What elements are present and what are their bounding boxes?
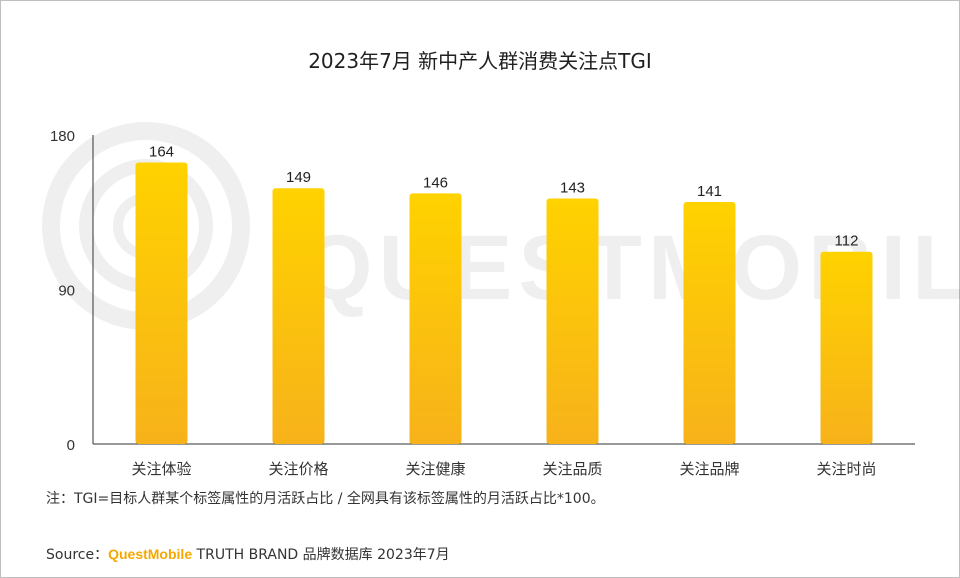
x-category-label: 关注品牌 bbox=[679, 460, 739, 478]
bar-value-label: 149 bbox=[286, 169, 311, 186]
y-tick-label: 0 bbox=[67, 437, 75, 454]
y-tick-label: 180 bbox=[50, 128, 75, 145]
bar-chart: 0 90 180 164 关注体验 149 关注价格 146 关注健康 143 关注品质 141 关注品… bbox=[50, 128, 915, 478]
bar-value-label: 112 bbox=[835, 233, 859, 250]
bar bbox=[683, 201, 736, 444]
bar bbox=[135, 162, 188, 444]
bar bbox=[546, 198, 599, 444]
source-line: Source：QuestMobile TRUTH BRAND 品牌数据库 202… bbox=[46, 544, 450, 564]
x-category-label: 关注健康 bbox=[405, 460, 465, 478]
x-category-label: 关注价格 bbox=[268, 460, 328, 478]
bar bbox=[409, 193, 462, 444]
x-category-label: 关注品质 bbox=[542, 460, 602, 478]
bar bbox=[820, 251, 873, 444]
bar-value-label: 143 bbox=[560, 180, 585, 197]
x-category-label: 关注体验 bbox=[131, 460, 191, 478]
footnote: 注：TGI=目标人群某个标签属性的月活跃占比 / 全网具有该标签属性的月活跃占比… bbox=[46, 491, 605, 507]
source-rest: TRUTH BRAND 品牌数据库 2023年7月 bbox=[192, 547, 450, 563]
x-category-label: 关注时尚 bbox=[816, 460, 876, 478]
bar-value-label: 164 bbox=[149, 143, 174, 160]
source-brand: QuestMobile bbox=[108, 546, 193, 562]
y-tick-label: 90 bbox=[58, 283, 75, 300]
source-label: Source： bbox=[46, 547, 109, 563]
chart-title: 2023年7月 新中产人群消费关注点TGI bbox=[308, 49, 652, 73]
bar-value-label: 146 bbox=[423, 174, 448, 191]
bar bbox=[272, 188, 325, 444]
bar-value-label: 141 bbox=[697, 183, 722, 200]
